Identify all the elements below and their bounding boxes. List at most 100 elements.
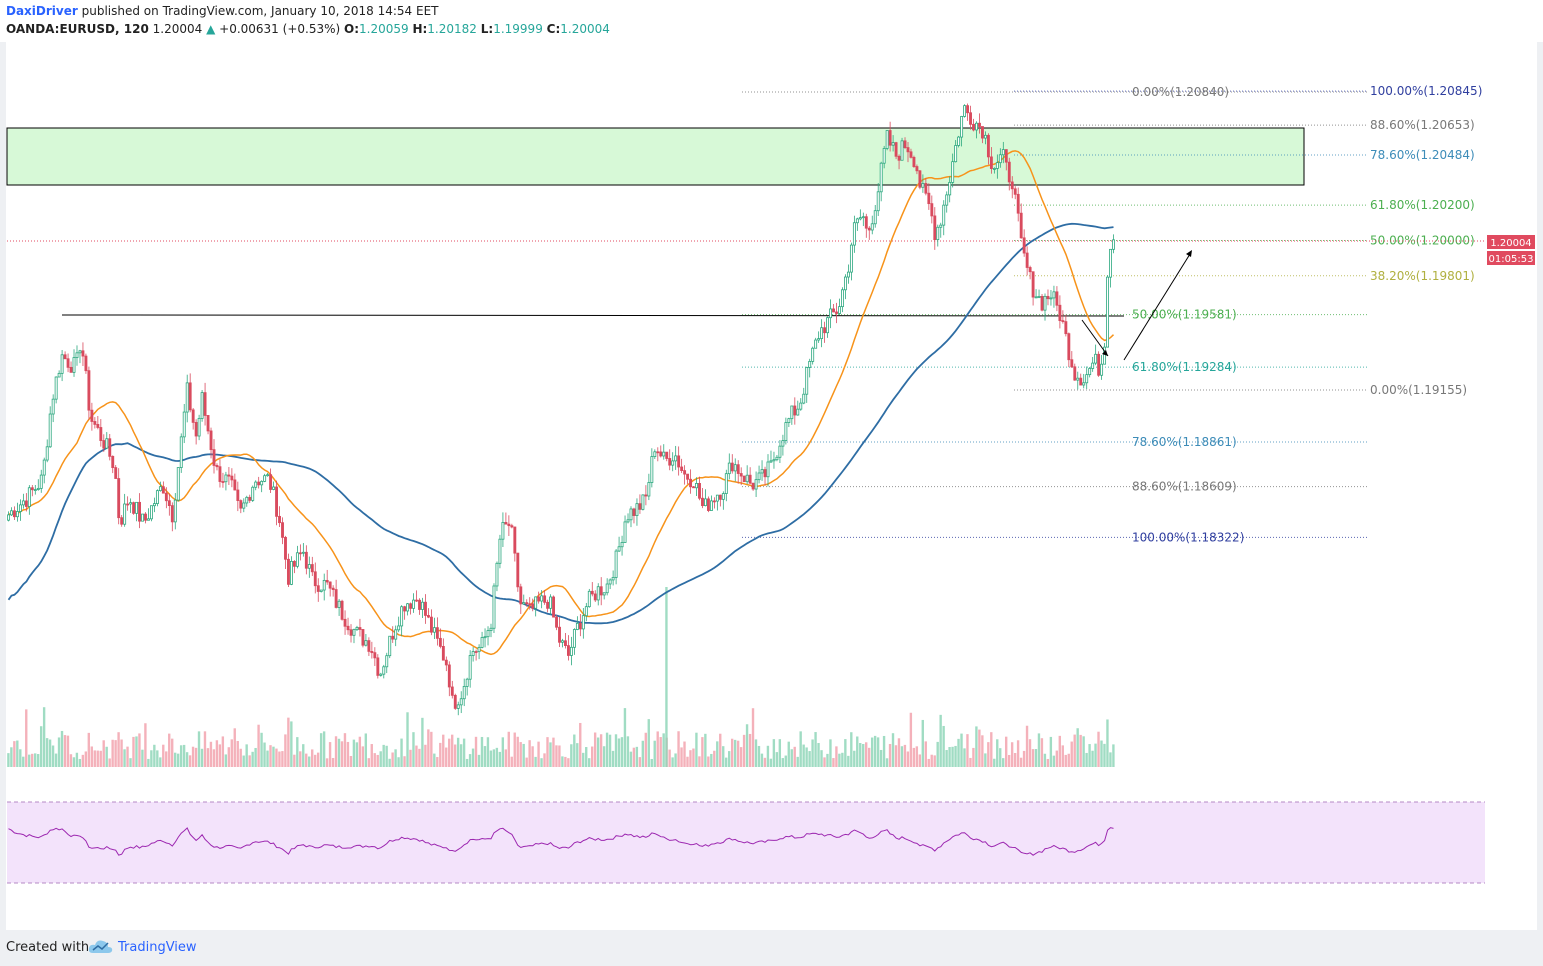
candle-body — [170, 505, 174, 523]
volume-bar — [951, 746, 954, 767]
author-link[interactable]: DaxiDriver — [6, 4, 78, 18]
candle-body — [361, 629, 365, 646]
volume-bar — [343, 733, 347, 767]
candle-body — [674, 455, 678, 462]
candle-body — [677, 455, 681, 468]
volume-bar — [885, 758, 889, 767]
arrow-down-line[interactable] — [1081, 319, 1109, 357]
candle-body — [480, 637, 484, 648]
volume-bar — [418, 748, 421, 767]
candle-body — [1055, 291, 1059, 306]
candle-body — [745, 474, 749, 483]
price-chart[interactable]: 100.00%(1.20845) 88.60%(1.20653) 78.60%(1.… — [6, 42, 1537, 930]
candle-body — [343, 618, 347, 627]
volume-bar — [585, 747, 588, 767]
volume-bar — [733, 739, 737, 767]
volume-bar — [963, 748, 966, 767]
volume-bar — [650, 758, 653, 767]
volume-bar — [319, 733, 323, 767]
candle-body — [379, 673, 383, 676]
resistance-line[interactable] — [61, 314, 1125, 317]
volume-bar — [903, 744, 907, 767]
volume-bar — [590, 746, 594, 767]
volume-bar — [308, 756, 311, 767]
candle-body — [724, 473, 728, 494]
volume-bar — [84, 751, 88, 767]
volume-bar — [677, 731, 680, 767]
volume-bar — [349, 755, 353, 767]
candle-body — [921, 183, 925, 188]
candle-body — [21, 500, 25, 506]
chart-panel[interactable]: 100.00%(1.20845) 88.60%(1.20653) 78.60%(1.… — [6, 42, 1537, 930]
arrow-up-line[interactable] — [1123, 253, 1191, 361]
volume-bar — [394, 749, 397, 767]
candle-body — [1064, 321, 1068, 335]
fib-level-label: 78.60%(1.18861) — [1132, 435, 1237, 449]
candle-body — [715, 494, 719, 502]
candle-body — [78, 350, 82, 354]
candle-body — [215, 465, 219, 468]
symbol-label[interactable]: OANDA:EURUSD, 120 — [6, 22, 149, 36]
candle-body — [230, 475, 234, 481]
tradingview-brand[interactable]: TradingView — [118, 940, 197, 955]
candle-body — [188, 382, 192, 411]
candle-body — [1112, 239, 1115, 250]
low-value: 1.19999 — [493, 22, 543, 36]
volume-bar — [912, 747, 916, 767]
candle-body — [486, 630, 490, 638]
volume-bar — [993, 758, 996, 767]
candle-body — [382, 666, 386, 675]
candle-body — [686, 473, 690, 480]
candle-body — [236, 489, 240, 501]
supply-zone[interactable] — [6, 127, 1305, 186]
fib-level-label: 78.60%(1.20484) — [1370, 148, 1475, 162]
volume-bar — [805, 747, 808, 767]
volume-bar — [248, 755, 251, 767]
candle-body — [1085, 374, 1089, 384]
close-value: 1.20004 — [560, 22, 610, 36]
candle-body — [376, 657, 380, 676]
candle-body — [278, 515, 281, 524]
candle-body — [876, 191, 880, 212]
volume-bar — [81, 754, 85, 767]
volume-bar — [254, 747, 257, 767]
volume-bar — [504, 749, 507, 767]
candle-body — [888, 130, 892, 146]
candle-body — [90, 409, 94, 422]
candle-body — [870, 223, 874, 231]
volume-bar — [290, 721, 293, 767]
candle-body — [179, 436, 183, 468]
volume-bar — [781, 758, 784, 767]
volume-bar — [176, 753, 180, 767]
candle-body — [254, 481, 258, 488]
candle-body — [516, 552, 520, 588]
volume-bar — [933, 755, 936, 767]
candle-body — [1025, 252, 1029, 268]
volume-bar — [540, 758, 543, 767]
volume-bar — [570, 744, 573, 767]
volume-bar — [620, 737, 624, 767]
volume-bar — [191, 746, 195, 767]
volume-bar — [78, 758, 82, 767]
volume-bar — [448, 738, 451, 767]
candle-body — [641, 494, 645, 510]
price-change: +0.00631 (+0.53%) — [219, 22, 341, 36]
candle-body — [590, 590, 594, 595]
tradingview-cloud-icon[interactable] — [88, 938, 114, 956]
fibonacci-levels[interactable]: 100.00%(1.20845) 88.60%(1.20653) 78.60%(1.… — [742, 84, 1482, 544]
volume-bar — [409, 749, 412, 767]
candle-body — [915, 166, 919, 172]
volume-bar — [391, 752, 394, 767]
candle-body — [623, 521, 627, 543]
candle-body — [287, 558, 290, 585]
volume-bar — [1064, 754, 1067, 767]
volume-bar — [340, 741, 344, 767]
volume-bar — [373, 753, 376, 767]
volume-bar — [945, 750, 948, 767]
candle-body — [397, 625, 401, 631]
candle-body — [748, 474, 752, 484]
candle-body — [817, 338, 821, 341]
candle-body — [1091, 362, 1095, 369]
candle-body — [912, 156, 916, 167]
candle-body — [617, 546, 621, 552]
